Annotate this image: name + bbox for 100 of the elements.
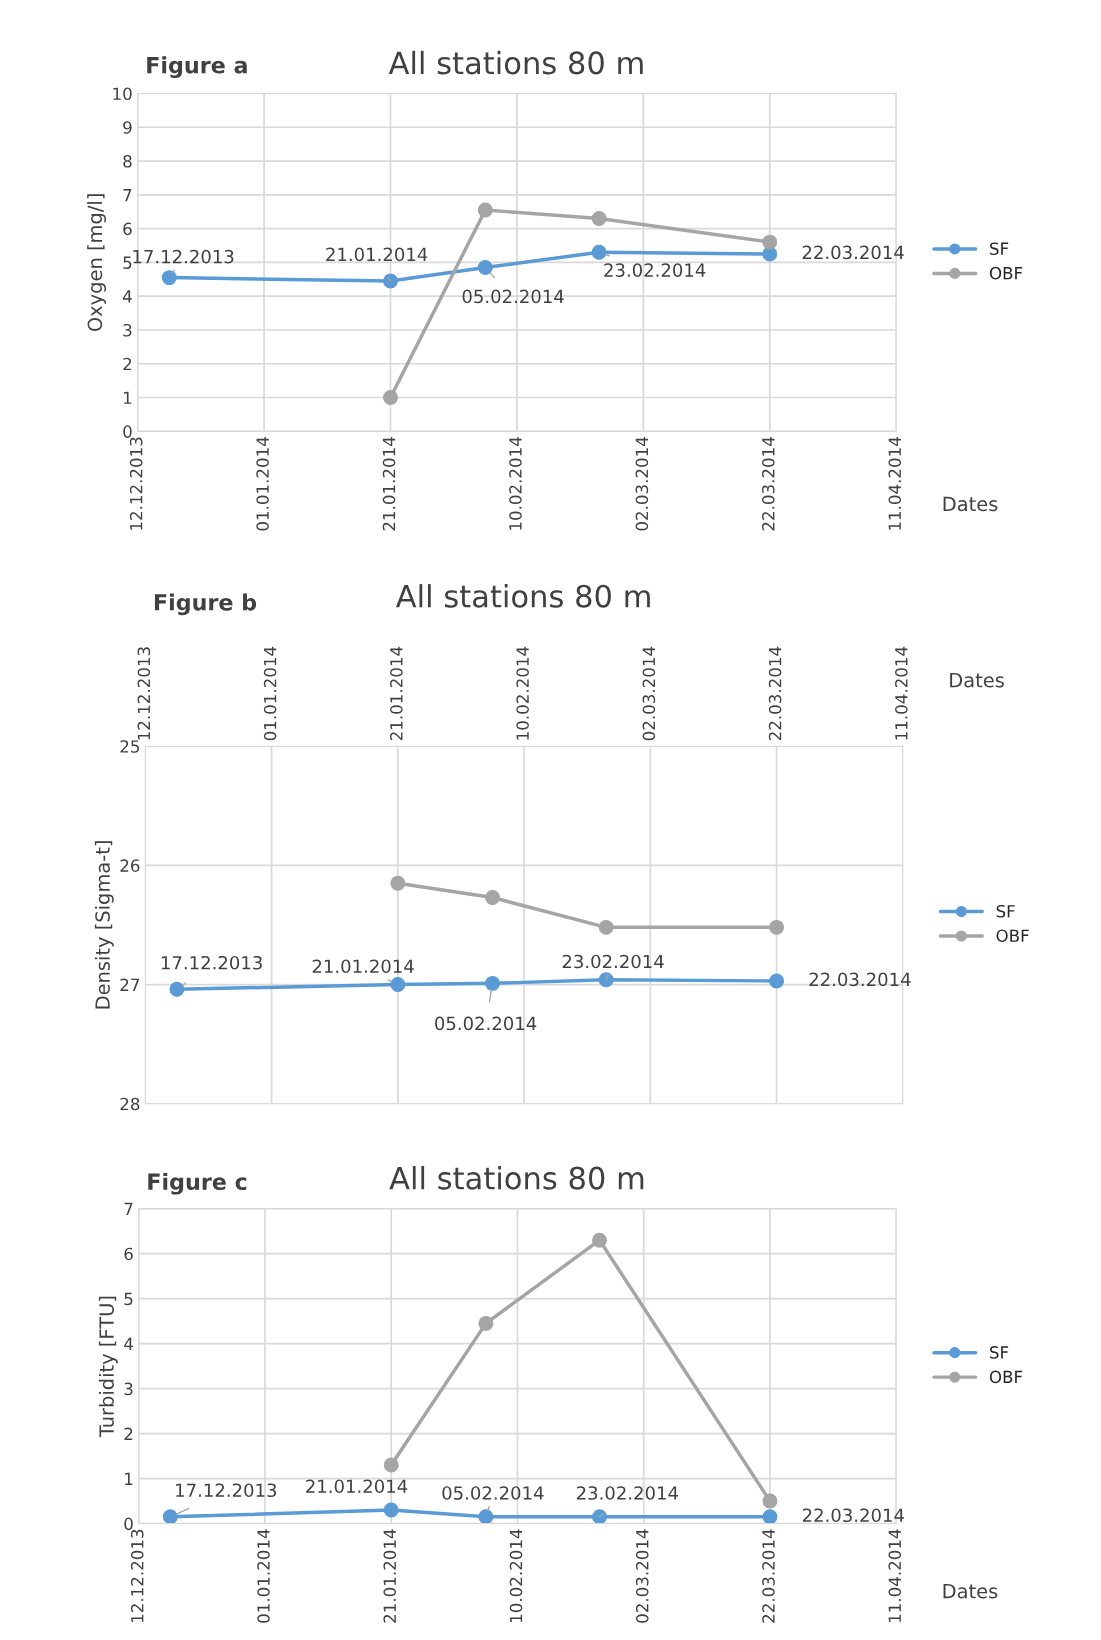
- x-tick-label: 10.02.2014: [509, 1529, 523, 1623]
- x-tick-label: 10.02.2014: [509, 437, 522, 530]
- y-tick-label: 3: [123, 323, 132, 337]
- point: [592, 1232, 607, 1248]
- point: [598, 919, 614, 935]
- x-tick-label: 02.03.2014: [635, 1529, 649, 1623]
- point: [762, 234, 778, 250]
- point: [485, 975, 500, 991]
- legend-label: SF: [996, 904, 1015, 918]
- y-tick-label: 27: [120, 978, 140, 991]
- annotation: 22.03.2014: [809, 972, 911, 987]
- x-tick-label: 01.01.2014: [257, 1529, 270, 1623]
- y-tick-label: 6: [123, 222, 132, 236]
- y-tick-label: 8: [123, 155, 132, 168]
- point: [162, 1509, 178, 1524]
- y-tick-label: 7: [124, 1202, 133, 1216]
- x-axis-title: Dates: [950, 673, 1004, 688]
- point: [591, 244, 607, 260]
- x-tick-label: 11.04.2014: [895, 646, 908, 740]
- x-tick-label: 22.03.2014: [768, 646, 782, 741]
- point: [478, 1509, 494, 1524]
- y-tick-label: 6: [124, 1247, 133, 1261]
- chart-title: All stations 80 m: [388, 50, 643, 75]
- point: [598, 972, 614, 988]
- x-tick-label: 21.01.2014: [390, 646, 403, 741]
- annotation: 21.01.2014: [326, 247, 428, 262]
- point: [477, 202, 493, 218]
- chart-title: All stations 80 m: [395, 584, 650, 608]
- chart-title: All stations 80 m: [389, 1166, 644, 1190]
- annotation: 05.02.2014: [442, 1486, 544, 1500]
- x-axis-title: Dates: [943, 1584, 998, 1599]
- y-tick-label: 28: [120, 1097, 140, 1111]
- y-axis-title: Turbidity [FTU]: [98, 1296, 118, 1438]
- y-axis-title: Oxygen [mg/l]: [87, 194, 106, 332]
- point: [383, 1457, 399, 1473]
- y-tick-label: 4: [124, 1337, 133, 1350]
- annotation: 23.02.2014: [562, 954, 664, 969]
- point: [383, 273, 398, 289]
- annotation: 05.02.2014: [462, 289, 564, 304]
- point: [591, 211, 607, 226]
- y-tick-label: 4: [122, 290, 132, 303]
- legend-label: SF: [990, 242, 1009, 255]
- y-tick-label: 9: [123, 121, 132, 134]
- annotation: 17.12.2013: [133, 249, 234, 264]
- y-tick-label: 10: [113, 87, 132, 101]
- y-tick-label: 5: [124, 1292, 133, 1306]
- x-tick-label: 01.01.2014: [256, 437, 269, 531]
- x-tick-label: 12.12.2013: [129, 437, 143, 530]
- x-tick-label: 10.02.2014: [516, 646, 529, 740]
- y-tick-label: 1: [125, 1472, 133, 1485]
- y-tick-label: 2: [123, 357, 132, 371]
- point: [477, 260, 493, 275]
- point: [762, 1509, 778, 1524]
- annotation: 21.01.2014: [306, 1479, 408, 1494]
- y-tick-label: 5: [123, 256, 132, 269]
- point: [762, 1493, 778, 1509]
- annotation: 21.01.2014: [312, 959, 414, 974]
- y-tick-label: 26: [120, 859, 140, 872]
- point: [390, 977, 406, 993]
- legend-label: OBF: [989, 266, 1023, 280]
- point: [169, 981, 185, 997]
- annotation: 22.03.2014: [802, 245, 904, 260]
- annotation: 17.12.2013: [161, 955, 262, 970]
- x-tick-label: 11.04.2014: [888, 1529, 902, 1623]
- chart-subtitle: Figure b: [154, 593, 257, 616]
- point: [383, 390, 398, 405]
- point: [478, 1315, 494, 1331]
- x-tick-label: 22.03.2014: [762, 1529, 775, 1623]
- y-tick-label: 2: [124, 1427, 133, 1440]
- x-tick-label: 02.03.2014: [642, 646, 656, 741]
- x-tick-label: 02.03.2014: [635, 437, 649, 531]
- point: [592, 1509, 607, 1524]
- x-tick-label: 11.04.2014: [888, 437, 902, 530]
- point: [390, 875, 406, 891]
- y-tick-label: 3: [124, 1382, 133, 1396]
- point: [485, 890, 500, 906]
- point: [161, 270, 177, 286]
- y-axis-title: Density [Sigma-t]: [94, 841, 114, 1009]
- chart-subtitle: Figure a: [147, 56, 247, 78]
- legend-label: SF: [990, 1346, 1009, 1359]
- point: [383, 1502, 399, 1518]
- y-tick-label: 7: [123, 189, 132, 202]
- x-tick-label: 21.01.2014: [383, 1529, 397, 1623]
- legend-label: OBF: [989, 1370, 1023, 1384]
- point: [769, 919, 785, 935]
- x-tick-label: 22.03.2014: [762, 437, 775, 531]
- x-tick-label: 12.12.2013: [137, 647, 151, 740]
- point: [769, 973, 785, 989]
- x-tick-label: 01.01.2014: [263, 646, 277, 741]
- x-axis-title: Dates: [943, 496, 998, 512]
- y-tick-label: 0: [123, 425, 132, 438]
- y-tick-label: 0: [124, 1517, 133, 1531]
- annotation: 23.02.2014: [576, 1486, 678, 1500]
- x-tick-label: 21.01.2014: [382, 437, 396, 531]
- y-tick-label: 25: [120, 740, 140, 753]
- x-tick-label: 12.12.2013: [130, 1529, 144, 1623]
- chart-subtitle: Figure c: [148, 1172, 247, 1195]
- annotation: 05.02.2014: [435, 1016, 537, 1031]
- annotation: 22.03.2014: [802, 1508, 904, 1523]
- annotation: 17.12.2013: [176, 1483, 277, 1498]
